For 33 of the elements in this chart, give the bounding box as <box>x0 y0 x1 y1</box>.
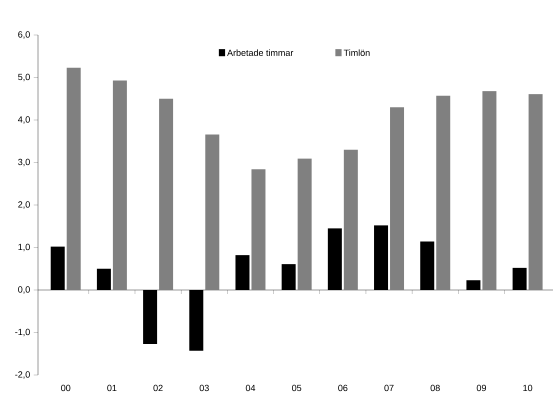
legend-label: Timlön <box>344 49 370 56</box>
bar <box>251 169 266 290</box>
y-tick-label: -2,0 <box>15 371 30 379</box>
bar <box>159 98 174 290</box>
y-tick-label: 2,0 <box>18 201 30 209</box>
y-tick-label: 6,0 <box>18 31 30 39</box>
y-tick-label: 0,0 <box>18 286 30 294</box>
x-tick-label: 09 <box>476 384 486 392</box>
x-tick-label: 08 <box>430 384 440 392</box>
x-tick-label: 05 <box>292 384 302 392</box>
bar <box>112 80 127 290</box>
bar <box>528 94 543 290</box>
bar <box>390 107 404 290</box>
bar <box>482 91 496 290</box>
bar <box>66 68 81 290</box>
y-tick-label: 4,0 <box>18 116 30 124</box>
x-tick-label: 03 <box>200 384 209 392</box>
x-tick-label: 02 <box>153 384 163 392</box>
x-tick-label: 01 <box>107 384 116 392</box>
x-tick-label: 04 <box>246 384 256 392</box>
legend-label: Arbetade timmar <box>227 49 294 56</box>
x-tick-label: 10 <box>523 384 532 392</box>
x-tick-label: 06 <box>338 384 348 392</box>
y-tick-label: 5,0 <box>18 74 30 82</box>
bar <box>205 134 220 290</box>
y-tick-label: 3,0 <box>18 158 30 166</box>
y-tick-label: -1,0 <box>15 328 30 336</box>
x-tick-label: 00 <box>61 384 70 392</box>
x-tick-label: 07 <box>384 384 394 392</box>
y-tick-label: 1,0 <box>18 244 30 252</box>
bar <box>436 96 450 290</box>
bar <box>344 150 358 290</box>
bar <box>298 158 312 290</box>
